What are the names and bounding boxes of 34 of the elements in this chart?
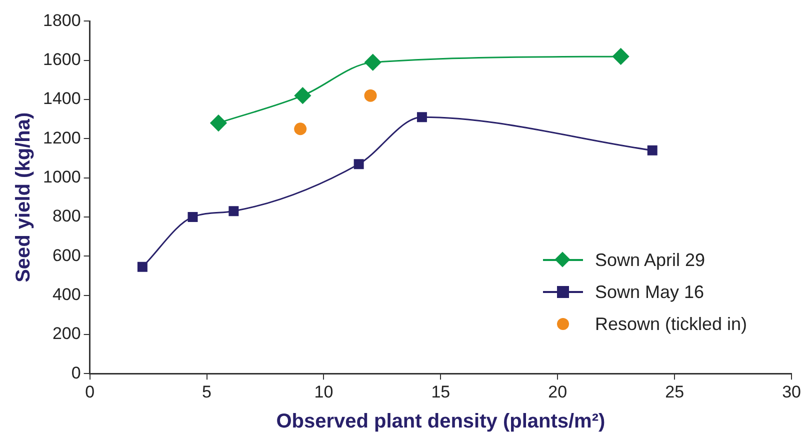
point <box>647 145 658 156</box>
y-tick-label: 1800 <box>42 10 81 30</box>
legend-label: Sown April 29 <box>595 250 706 270</box>
legend-label: Sown May 16 <box>595 282 704 302</box>
point <box>416 112 427 122</box>
y-tick-label: 200 <box>52 324 81 344</box>
y-tick-label: 1600 <box>42 50 81 70</box>
x-tick-label: 15 <box>431 382 450 402</box>
point <box>294 87 311 104</box>
x-axis-title: Observed plant density (plants/m²) <box>276 410 606 433</box>
point <box>364 89 377 102</box>
x-tick-label: 30 <box>782 382 802 402</box>
point <box>612 48 630 65</box>
y-tick-label: 600 <box>52 246 81 265</box>
y-tick-label: 1200 <box>42 128 81 148</box>
y-tick-label: 400 <box>52 284 81 304</box>
x-tick-label: 10 <box>314 382 334 402</box>
y-tick-label: 1000 <box>42 168 81 187</box>
point <box>354 159 364 170</box>
y-tick-label: 800 <box>52 206 81 226</box>
x-tick-label: 20 <box>548 382 568 402</box>
point <box>228 206 239 216</box>
x-tick-label: 0 <box>85 382 95 402</box>
point <box>294 122 307 136</box>
x-tick-label: 25 <box>665 382 684 402</box>
point <box>137 262 148 272</box>
y-tick-label: 0 <box>71 363 81 382</box>
y-axis-title: Seed yield (kg/ha) <box>12 112 35 282</box>
point <box>364 54 382 71</box>
point <box>210 114 227 132</box>
y-tick-label: 1400 <box>42 89 81 108</box>
point <box>188 212 198 222</box>
legend-label: Resown (tickled in) <box>595 314 748 334</box>
x-tick-label: 5 <box>202 382 212 402</box>
